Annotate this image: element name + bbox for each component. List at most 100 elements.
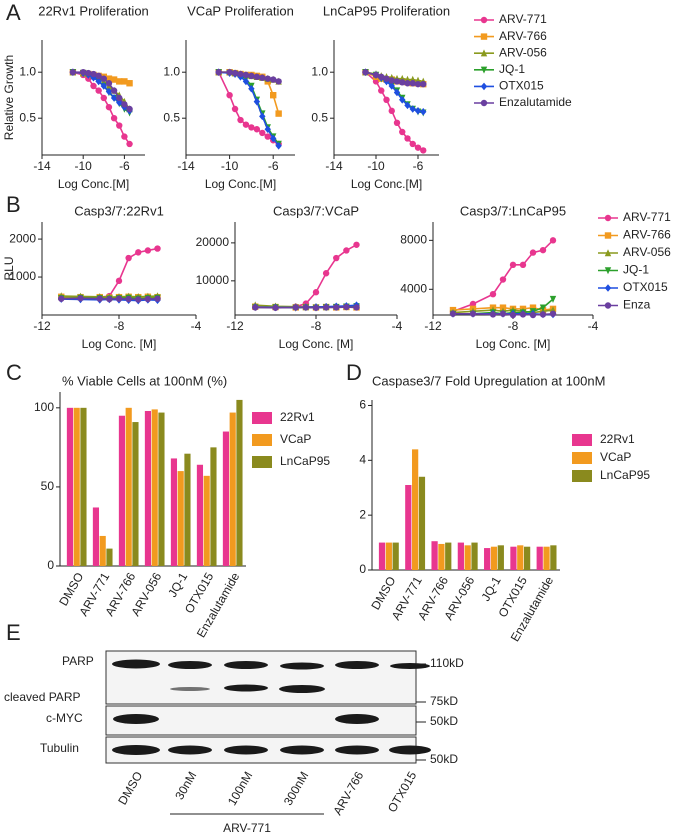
line-chart: Casp3/7:VCaP Log Conc. [M] -12 -8 -4 10000 200… (196, 203, 403, 351)
bar (497, 545, 504, 570)
point (242, 71, 250, 79)
point (529, 311, 537, 319)
point (372, 71, 380, 79)
point (469, 310, 477, 317)
bar (431, 541, 438, 570)
x-tick-label: -10 (75, 159, 93, 173)
y-tick-label: 0.5 (311, 110, 328, 124)
bands-parp (112, 659, 430, 670)
point (420, 147, 427, 154)
legend-marker (480, 99, 488, 107)
legend-label: JQ-1 (623, 263, 649, 277)
point (322, 270, 330, 277)
point (116, 78, 123, 85)
x-tick-label: -12 (226, 319, 244, 333)
legend-marker (480, 33, 488, 40)
bar (484, 548, 491, 570)
x-axis-label: Log Conc. [M] (279, 337, 354, 351)
point (116, 94, 123, 102)
y-tick-label: 1000 (9, 269, 36, 283)
point (270, 76, 277, 83)
chart-title: Casp3/7:LnCaP95 (460, 203, 566, 218)
point (333, 304, 340, 311)
point (393, 119, 401, 127)
bar (196, 464, 204, 566)
chart-title: Casp3/7:VCaP (273, 203, 359, 218)
group-label: ARV-771 (223, 821, 271, 835)
bar (151, 409, 158, 566)
y-tick-label: 0.5 (19, 110, 36, 124)
x-axis-label: Log Conc. [M] (476, 337, 551, 351)
point (105, 103, 113, 111)
legend-swatch (572, 434, 592, 446)
bar (184, 453, 191, 566)
point (378, 73, 385, 81)
point (253, 126, 261, 133)
y-tick-label: 6 (359, 398, 366, 412)
bar (99, 535, 106, 566)
x-tick-label: JQ-1 (165, 570, 190, 600)
line-chart: LnCaP95 Proliferation Log Conc.[M] -14 -10 -… (311, 3, 572, 191)
x-tick-label: JQ-1 (478, 574, 503, 604)
line-chart: VCaP Proliferation Log Conc.[M] -14 -10 -6 0.… (163, 3, 295, 191)
point (58, 295, 65, 302)
chart-title: % Viable Cells at 100nM (%) (62, 373, 227, 388)
point (248, 84, 255, 93)
point (110, 115, 118, 122)
point (125, 254, 132, 262)
line-chart: Casp3/7:22Rv1 Log Conc. [M] RLU -12 -8 -4 1000… (2, 203, 201, 351)
point (215, 69, 222, 76)
legend-marker (604, 302, 612, 309)
legend-label: OTX015 (499, 79, 544, 93)
series-line (61, 247, 158, 299)
size-marker: 50kD (430, 714, 458, 728)
line-chart: 22Rv1 Proliferation Log Conc.[M] Relative … (2, 3, 149, 191)
point (90, 70, 97, 78)
panel-label: B (6, 192, 21, 217)
row-label: PARP (62, 654, 94, 668)
bar (73, 407, 80, 566)
point (489, 290, 497, 298)
point (399, 128, 406, 136)
size-marker-ticks (416, 663, 426, 761)
point (409, 105, 416, 113)
point (242, 121, 250, 128)
bar (438, 543, 445, 570)
bands-tubulin (112, 745, 431, 755)
point (333, 254, 340, 262)
legend-swatch (572, 470, 592, 482)
bar-chart: % Viable Cells at 100nM (%)050100DMSOARV… (34, 373, 330, 640)
row-label: Tubulin (40, 741, 79, 755)
point (383, 96, 390, 104)
point (100, 82, 107, 90)
point (144, 295, 152, 303)
point (393, 88, 401, 97)
line-chart: Casp3/7:LnCaP95 Log Conc. [M] -12 -8 -4 4000 8… (400, 203, 671, 351)
chart-title: Casp3/7:22Rv1 (74, 203, 164, 218)
point (126, 140, 133, 148)
x-tick-label: -4 (588, 319, 599, 333)
bar (457, 542, 464, 570)
bar (177, 471, 184, 566)
size-marker: 50kD (430, 752, 458, 766)
legend-marker (480, 49, 488, 57)
point (449, 310, 457, 317)
x-axis-label: Log Conc.[M] (205, 177, 276, 191)
bar (158, 412, 165, 566)
point (110, 94, 118, 102)
lane-label: 30nM (172, 769, 199, 802)
point (253, 97, 261, 106)
point (270, 134, 277, 143)
legend-marker (604, 249, 612, 257)
y-tick-label: 1.0 (19, 64, 36, 78)
point (549, 310, 557, 317)
legend-marker (480, 16, 488, 24)
point (529, 304, 537, 311)
point (80, 69, 87, 76)
bar (490, 546, 498, 570)
legend-swatch (572, 452, 592, 464)
legend-label: OTX015 (623, 280, 668, 294)
point (90, 82, 97, 90)
y-tick-label: 1.0 (163, 64, 180, 78)
point (414, 80, 422, 88)
